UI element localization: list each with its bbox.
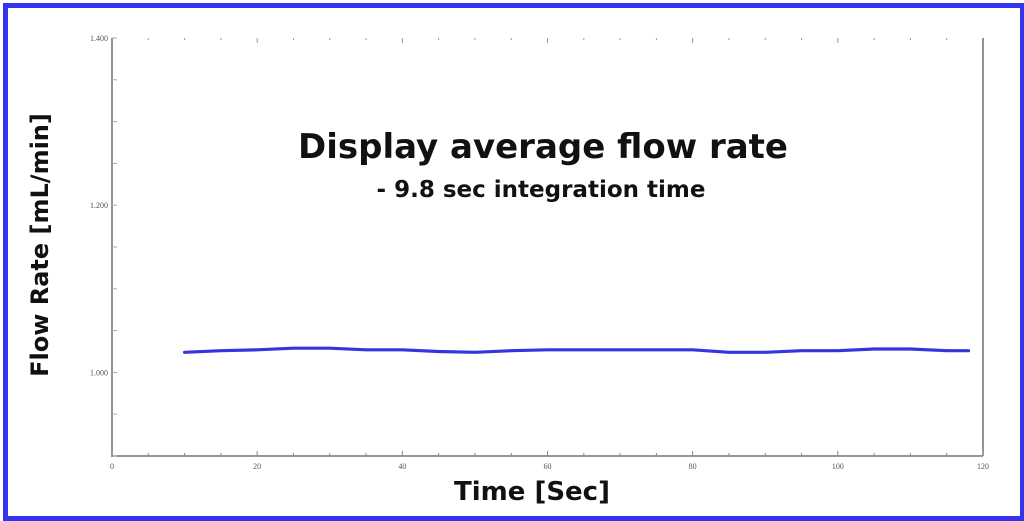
y-tick-label: 1.000 [90, 368, 108, 377]
x-tick-label: 80 [689, 462, 697, 471]
x-axis-title: Time [Sec] [454, 477, 610, 507]
x-tick-label: 60 [544, 462, 552, 471]
chart-frame [3, 3, 1024, 521]
chart-title: Display average flow rate [298, 127, 788, 167]
series-line [183, 346, 971, 354]
x-tick-label: 120 [977, 462, 989, 471]
x-tick-label: 40 [398, 462, 406, 471]
axes: 1.000 1.200 1.400 0 20 40 60 80 100 120 [90, 34, 989, 471]
y-tick-label: 1.400 [90, 34, 108, 43]
y-axis-title: Flow Rate [mL/min] [26, 113, 54, 377]
y-tick-label: 1.200 [90, 201, 108, 210]
x-tick-label: 20 [253, 462, 261, 471]
x-tick-label: 0 [110, 462, 114, 471]
x-tick-label: 100 [832, 462, 844, 471]
chart-subtitle: - 9.8 sec integration time [377, 177, 706, 203]
series-layer [183, 346, 971, 354]
